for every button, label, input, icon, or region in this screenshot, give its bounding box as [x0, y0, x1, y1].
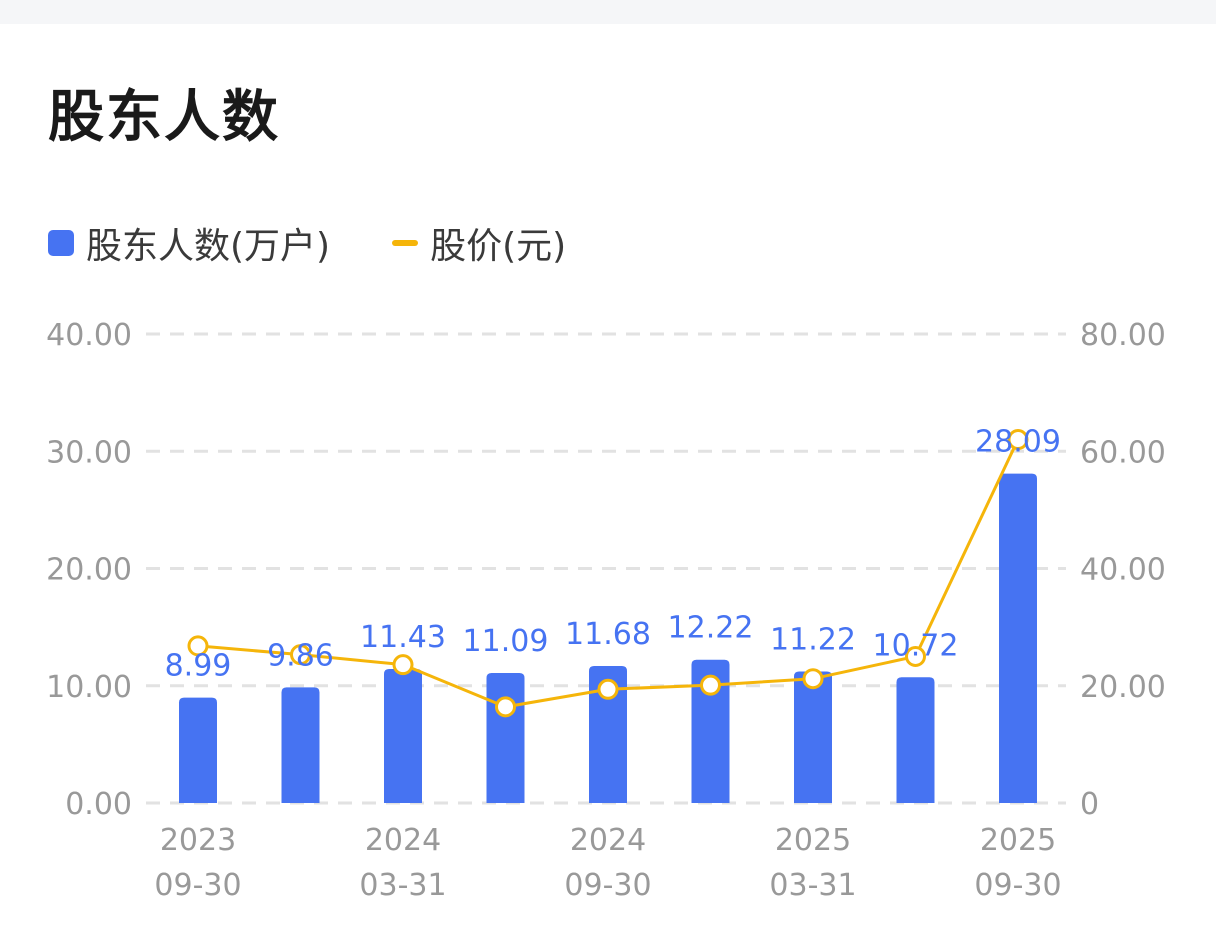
chart-legend: 股东人数(万户) 股价(元) [48, 218, 628, 268]
y-right-tick-label: 20.00 [1080, 670, 1166, 705]
bar [179, 697, 217, 803]
legend-bar-swatch-icon [48, 230, 74, 256]
bar-value-label: 10.72 [873, 628, 959, 663]
price-point [290, 644, 311, 666]
y-left-tick-label: 0.00 [65, 787, 132, 822]
bar [384, 668, 422, 803]
bar [486, 672, 525, 803]
bar-value-label: 11.43 [360, 620, 446, 655]
y-left-tick-label: 10.00 [46, 670, 132, 705]
y-right-tick-label: 80.00 [1080, 318, 1166, 353]
price-point [905, 645, 926, 667]
x-tick-label-date: 09-30 [974, 868, 1061, 903]
x-tick-label-date: 09-30 [564, 868, 651, 903]
x-tick-label-year: 2025 [980, 823, 1056, 858]
top-bar [0, 0, 1216, 24]
price-point [392, 654, 414, 676]
x-tick-label-date: 03-31 [359, 868, 446, 903]
bar [691, 659, 730, 803]
x-tick-label-year: 2024 [570, 823, 646, 858]
price-point [700, 674, 721, 696]
page-title: 股东人数 [48, 85, 280, 150]
bar-value-label: 12.22 [668, 611, 754, 646]
legend-item-price[interactable]: 股价(元) [392, 217, 566, 269]
price-point [802, 668, 824, 690]
bar [589, 666, 627, 803]
bar-value-label: 11.09 [463, 624, 549, 659]
bar-value-label: 11.68 [565, 617, 651, 652]
price-point [495, 696, 516, 718]
legend-line-swatch-icon [392, 240, 419, 246]
bar [999, 473, 1037, 803]
y-left-tick-label: 30.00 [46, 435, 132, 470]
x-tick-label-date: 03-31 [769, 868, 856, 903]
y-left-tick-label: 40.00 [46, 318, 132, 353]
y-right-tick-label: 0 [1080, 787, 1099, 822]
x-tick-label-year: 2025 [775, 823, 851, 858]
bar [896, 677, 935, 803]
bar-value-label: 8.99 [165, 649, 232, 684]
legend-label-price: 股价(元) [430, 226, 567, 267]
price-point [1007, 429, 1029, 451]
x-tick-label-year: 2024 [365, 823, 441, 858]
bar-value-label: 11.22 [770, 622, 856, 657]
bar-value-label: 9.86 [267, 638, 334, 673]
y-right-tick-label: 40.00 [1080, 553, 1166, 588]
legend-label-holders: 股东人数(万户) [86, 226, 331, 267]
y-right-tick-label: 60.00 [1080, 435, 1166, 470]
x-tick-label-year: 2023 [160, 823, 236, 858]
bar [794, 671, 832, 803]
bar [281, 687, 320, 803]
price-point [597, 678, 619, 700]
legend-item-holders[interactable]: 股东人数(万户) [48, 217, 330, 269]
x-tick-label-date: 09-30 [154, 868, 241, 903]
y-left-tick-label: 20.00 [46, 553, 132, 588]
bar-value-label: 28.09 [975, 425, 1061, 460]
price-point [187, 635, 209, 657]
